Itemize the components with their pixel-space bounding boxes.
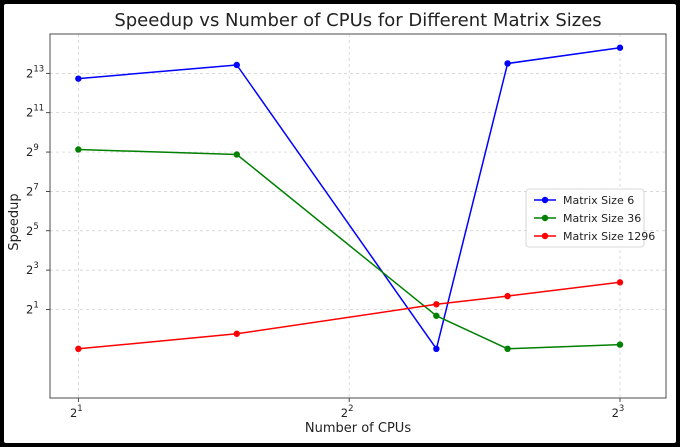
x-tick-label: 23	[612, 404, 625, 420]
data-point-matrix-size-36	[504, 345, 511, 353]
data-point-matrix-size-1296	[75, 345, 82, 353]
legend-marker-matrix-size-36	[541, 214, 549, 222]
legend-label-matrix-size-6: Matrix Size 6	[563, 194, 634, 207]
y-tick-label: 211	[26, 104, 44, 120]
data-point-matrix-size-36	[433, 312, 440, 319]
tick-layer: 21 22 23 21 23 25 27 29 211 213	[26, 64, 624, 420]
y-tick-label: 27	[26, 182, 39, 198]
data-point-matrix-size-6	[504, 60, 511, 67]
legend-label-matrix-size-1296: Matrix Size 1296	[563, 230, 655, 243]
chart-title: Speedup vs Number of CPUs for Different …	[114, 10, 601, 31]
y-tick-label: 21	[26, 300, 39, 316]
y-axis-label: Speedup	[7, 193, 22, 250]
data-point-matrix-size-1296	[433, 301, 440, 308]
y-tick-label: 29	[26, 143, 39, 159]
data-point-matrix-size-36	[616, 341, 624, 348]
series-layer	[75, 44, 624, 353]
data-point-matrix-size-1296	[504, 292, 511, 300]
legend-marker-matrix-size-1296	[541, 232, 549, 240]
data-point-matrix-size-6	[75, 75, 82, 82]
data-point-matrix-size-6	[233, 61, 240, 69]
legend-label-matrix-size-36: Matrix Size 36	[563, 212, 641, 225]
grid	[50, 34, 666, 398]
legend-marker-matrix-size-6	[541, 196, 549, 204]
axes-frame	[49, 33, 667, 399]
y-tick-label: 25	[26, 222, 39, 238]
y-tick-label: 213	[26, 64, 44, 80]
x-tick-label: 22	[341, 404, 354, 420]
data-point-matrix-size-1296	[233, 330, 240, 337]
data-point-matrix-size-6	[616, 44, 624, 51]
chart-card: Speedup vs Number of CPUs for Different …	[4, 4, 676, 443]
legend: Matrix Size 6 Matrix Size 36 Matrix Size 1…	[525, 188, 655, 248]
data-point-matrix-size-36	[233, 151, 240, 158]
line-chart: Speedup vs Number of CPUs for Different …	[7, 10, 667, 436]
data-point-matrix-size-1296	[616, 279, 624, 286]
data-point-matrix-size-36	[75, 146, 82, 153]
x-tick-label: 21	[70, 404, 83, 420]
legend-box	[525, 188, 645, 248]
x-axis-label: Number of CPUs	[305, 421, 411, 436]
data-point-matrix-size-6	[433, 345, 440, 353]
y-tick-label: 23	[26, 261, 39, 277]
